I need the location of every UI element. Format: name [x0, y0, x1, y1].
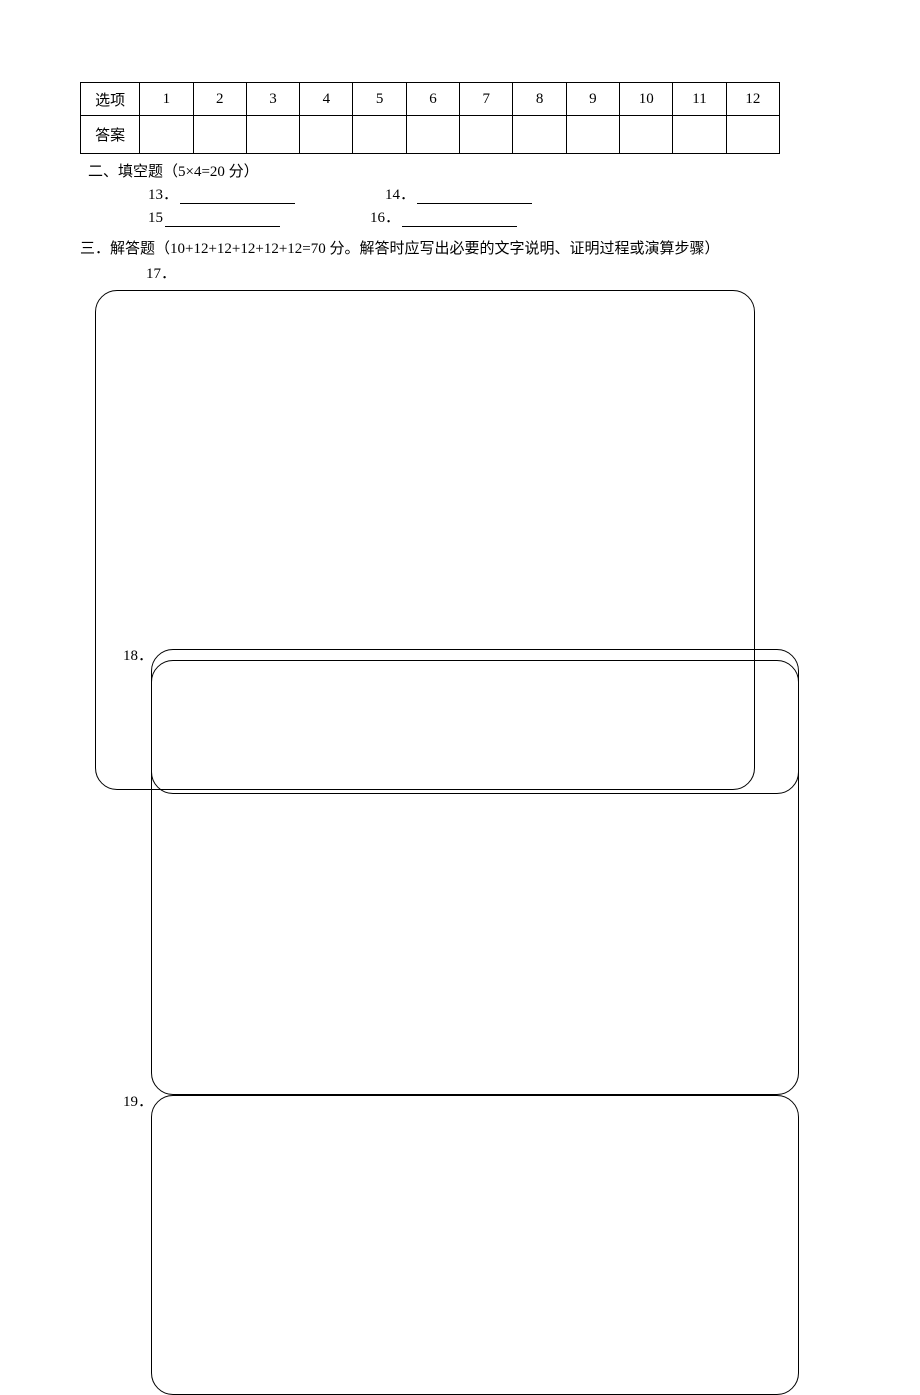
answer-cell	[300, 116, 353, 154]
answer-cell	[460, 116, 513, 154]
col-header: 1	[140, 83, 193, 116]
col-header: 10	[620, 83, 673, 116]
col-header: 6	[406, 83, 459, 116]
q14-label: 14．	[385, 183, 415, 204]
q19-label: 19．	[123, 1090, 153, 1111]
answer-cell	[193, 116, 246, 154]
q15-blank	[165, 213, 280, 227]
row-label-options: 选项	[81, 83, 140, 116]
answer-cell	[620, 116, 673, 154]
answer-box-18b	[151, 660, 799, 1095]
col-header: 7	[460, 83, 513, 116]
answer-cell	[513, 116, 566, 154]
answer-cell	[726, 116, 779, 154]
answer-cell	[566, 116, 619, 154]
answer-cell	[673, 116, 726, 154]
q15-label: 15	[148, 210, 163, 227]
answer-table: 选项 1 2 3 4 5 6 7 8 9 10 11 12 答案	[80, 82, 780, 154]
section-solve-title: 三．解答题（10+12+12+12+12+12=70 分。解答时应写出必要的文字…	[80, 237, 780, 258]
col-header: 2	[193, 83, 246, 116]
q14-blank	[417, 190, 532, 204]
col-header: 8	[513, 83, 566, 116]
answer-cell	[353, 116, 406, 154]
answer-cell	[246, 116, 299, 154]
q18-label: 18．	[123, 644, 153, 665]
col-header: 12	[726, 83, 779, 116]
q13-blank	[180, 190, 295, 204]
table-header-row: 选项 1 2 3 4 5 6 7 8 9 10 11 12	[81, 83, 780, 116]
table-answer-row: 答案	[81, 116, 780, 154]
col-header: 5	[353, 83, 406, 116]
q16-blank	[402, 213, 517, 227]
section-fill-title: 二、填空题（5×4=20 分）	[88, 160, 780, 181]
answer-cell	[140, 116, 193, 154]
col-header: 11	[673, 83, 726, 116]
col-header: 4	[300, 83, 353, 116]
col-header: 9	[566, 83, 619, 116]
answer-cell	[406, 116, 459, 154]
answer-box-19	[151, 1095, 799, 1395]
q17-label: 17．	[146, 262, 780, 283]
row-label-answers: 答案	[81, 116, 140, 154]
q13-label: 13．	[148, 183, 178, 204]
col-header: 3	[246, 83, 299, 116]
q16-label: 16．	[370, 206, 400, 227]
